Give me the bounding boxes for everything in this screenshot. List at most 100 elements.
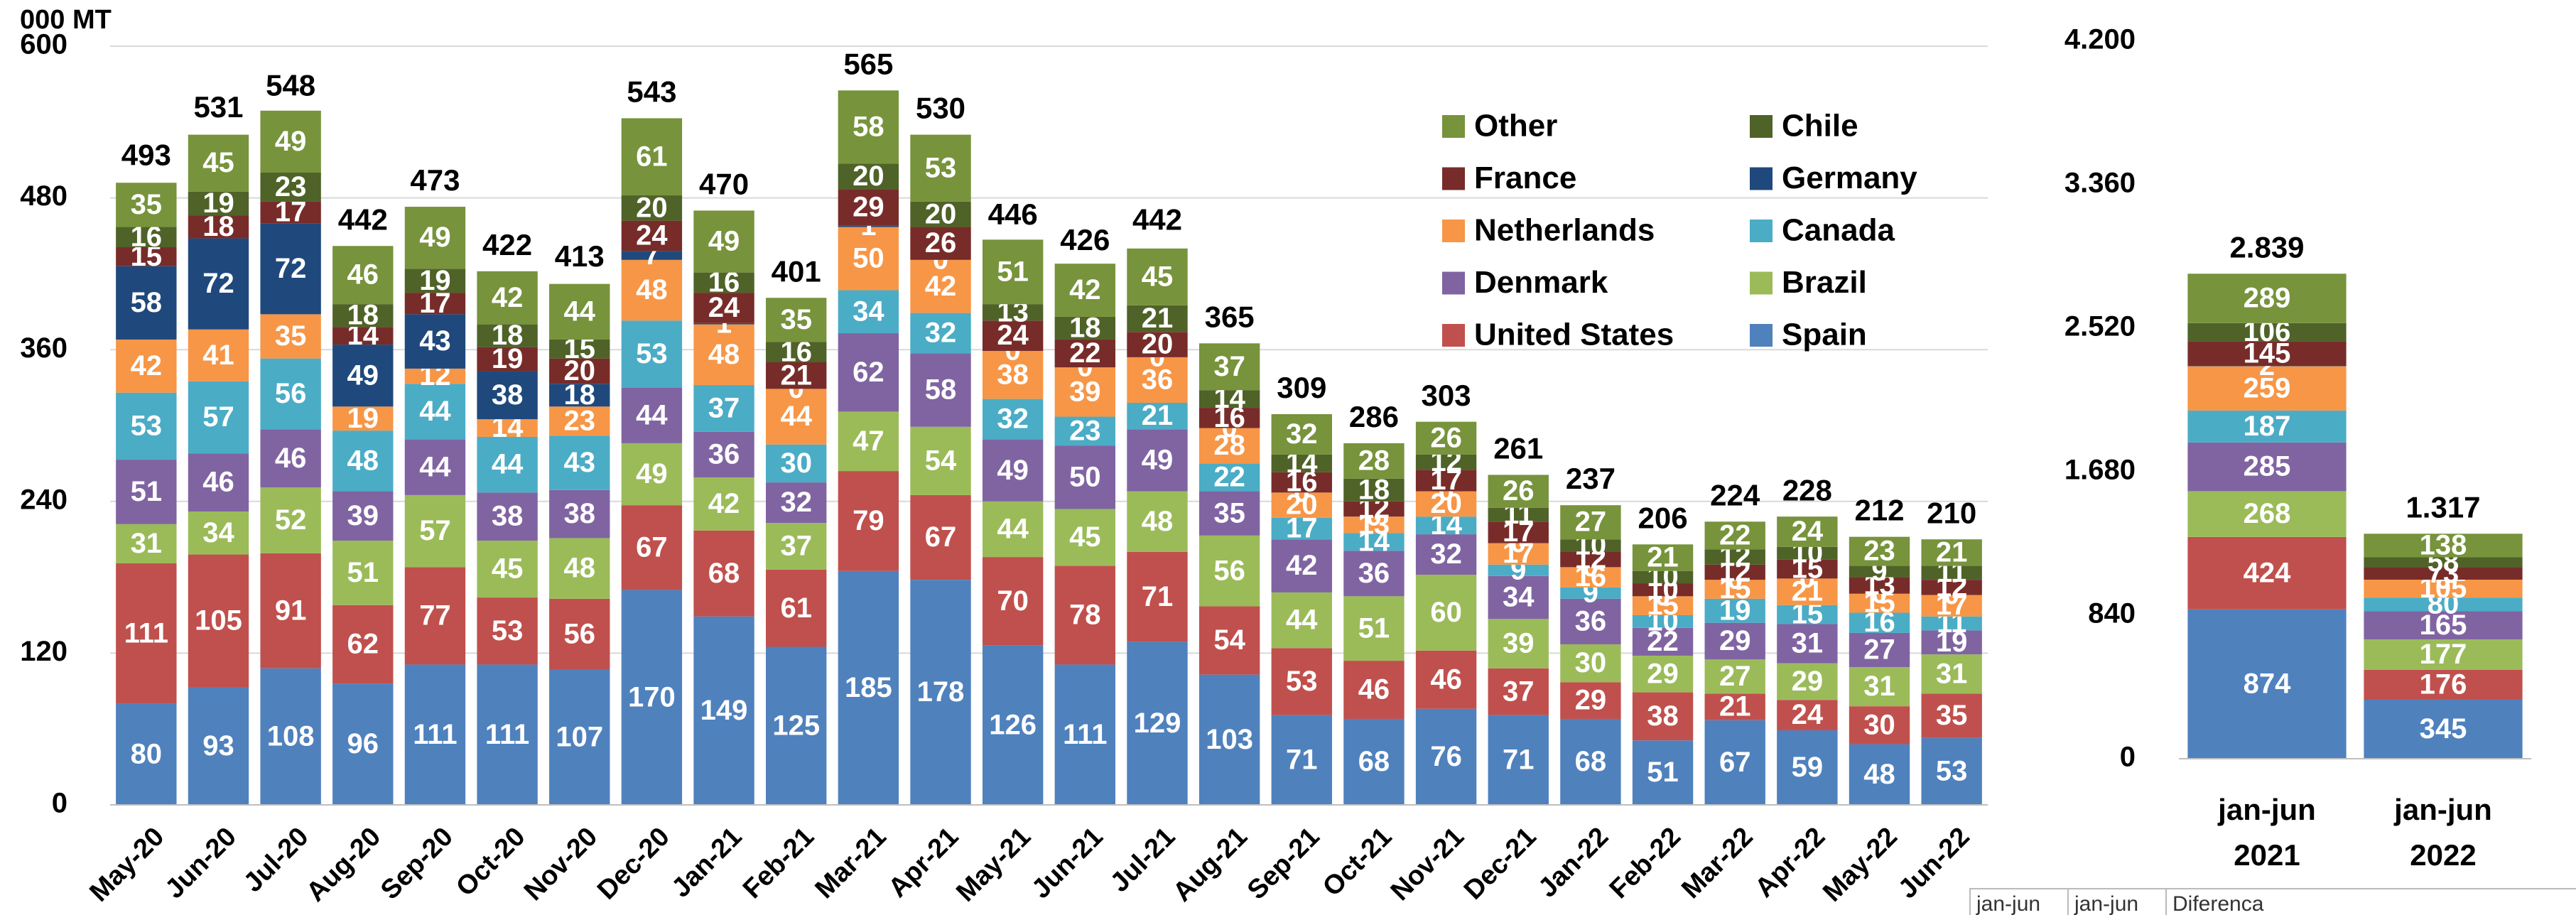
bar-segment	[1560, 718, 1621, 805]
data-label: 72	[275, 253, 307, 284]
bar-segment	[332, 540, 394, 605]
bar-segment	[1488, 521, 1549, 543]
data-label: 35	[1213, 497, 1245, 529]
bar-segment	[116, 563, 177, 704]
bar-segment	[477, 347, 538, 372]
bar-segment	[1632, 570, 1694, 584]
data-label: 19	[1936, 627, 1968, 658]
bar-segment	[1127, 491, 1188, 552]
bar-segment	[1777, 578, 1838, 605]
data-label: 62	[347, 629, 379, 660]
data-label: 46	[1430, 664, 1462, 695]
bar-segment	[1415, 708, 1477, 805]
data-label: 259	[2244, 372, 2291, 404]
data-label: 42	[1069, 274, 1101, 305]
data-label: 42	[1286, 550, 1318, 581]
bar-segment	[2364, 639, 2523, 670]
bar-segment	[1777, 700, 1838, 730]
bar-segment	[982, 501, 1044, 558]
total-label: 530	[916, 92, 965, 125]
bar-segment	[2364, 579, 2523, 598]
data-label: 61	[636, 141, 668, 172]
bar-segment	[1849, 593, 1910, 613]
data-label: 52	[275, 504, 307, 536]
bar-segment	[621, 387, 683, 443]
bar-segment	[1271, 413, 1332, 455]
data-label: 58	[925, 374, 957, 406]
bar-segment	[1127, 429, 1188, 492]
data-label: 23	[1069, 416, 1101, 447]
bar-segment	[766, 342, 827, 362]
bar-segment	[1271, 648, 1332, 715]
data-label: 20	[636, 192, 668, 223]
bar-segment	[477, 437, 538, 493]
bar-segment	[1560, 598, 1621, 644]
data-label: 103	[1206, 724, 1253, 755]
data-label: 17	[1503, 516, 1535, 548]
y-tick-label: 3.360	[2064, 168, 2136, 199]
data-label: 35	[275, 320, 307, 352]
data-label: 67	[1719, 747, 1751, 778]
bar-segment	[1488, 543, 1549, 565]
bar-segment	[1054, 367, 1116, 417]
legend-label: Germany	[1782, 161, 1917, 195]
data-label: 18	[202, 211, 234, 242]
bar-segment	[1921, 737, 1982, 805]
data-label: 57	[419, 515, 451, 546]
data-label: 18	[492, 320, 524, 351]
bar-segment	[1127, 332, 1188, 357]
bar-segment	[1849, 666, 1910, 707]
bar-segment	[2364, 669, 2523, 700]
data-label: 17	[1286, 513, 1318, 544]
x-tick-label: Aug-20	[301, 822, 386, 908]
data-label: 111	[124, 617, 168, 649]
data-label: 79	[853, 505, 884, 536]
bar-segment	[2187, 323, 2347, 342]
bar-segment	[332, 406, 394, 431]
bar-segment	[116, 703, 177, 805]
x-tick-label: Jan-21	[666, 822, 748, 904]
bar-segment	[621, 195, 683, 221]
bar-segment	[260, 314, 321, 359]
data-label: 30	[1575, 647, 1607, 678]
bar-segment	[982, 645, 1044, 805]
data-label: 32	[997, 404, 1029, 435]
y-axis-unit: 000 MT	[20, 5, 112, 35]
bar-segment	[1343, 596, 1405, 661]
data-label: 34	[1503, 582, 1535, 613]
data-label: 20	[564, 355, 596, 386]
data-label: 111	[485, 719, 529, 750]
data-label: 32	[1430, 538, 1462, 570]
bar-segment	[116, 183, 177, 227]
bar-segment	[116, 460, 177, 524]
bar-segment	[1560, 552, 1621, 568]
total-label: 565	[843, 47, 893, 80]
bar-segment	[838, 227, 899, 291]
bar-segment	[188, 329, 249, 381]
bar-segment	[477, 324, 538, 347]
legend-swatch	[1750, 115, 1773, 138]
bar-segment	[1632, 692, 1694, 741]
bar-segment	[1921, 565, 1982, 580]
data-label: 27	[1863, 634, 1895, 666]
bar-segment	[1054, 416, 1116, 446]
bar-segment	[404, 494, 466, 568]
bar-segment	[1343, 516, 1405, 534]
data-label: 48	[708, 339, 740, 370]
bar-segment	[188, 554, 249, 688]
bar-segment	[2187, 491, 2347, 537]
data-label: 44	[1286, 605, 1318, 636]
data-label: 80	[131, 738, 163, 769]
total-label: 426	[1060, 223, 1110, 256]
bar-segment	[838, 163, 899, 190]
bar-segment	[1488, 668, 1549, 715]
bar-segment	[116, 247, 177, 266]
bar-segment	[1560, 539, 1621, 552]
data-label: 68	[1358, 746, 1390, 777]
data-label: 42	[925, 271, 957, 302]
data-label: 29	[1792, 666, 1824, 697]
data-label: 38	[1647, 700, 1679, 732]
data-label: 48	[347, 445, 379, 476]
bar-segment	[2364, 557, 2523, 568]
data-label: 49	[1142, 445, 1174, 476]
